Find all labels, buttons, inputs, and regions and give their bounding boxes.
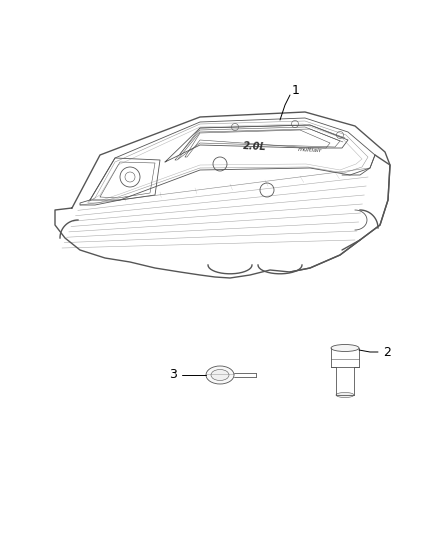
Text: 3: 3 [169, 368, 177, 382]
Text: 2: 2 [383, 345, 391, 359]
Ellipse shape [331, 344, 359, 351]
Ellipse shape [336, 392, 354, 398]
Ellipse shape [211, 369, 229, 381]
Text: 2.0L: 2.0L [243, 141, 267, 152]
Text: 1: 1 [292, 84, 300, 96]
Text: multiair: multiair [298, 147, 322, 153]
Ellipse shape [206, 366, 234, 384]
